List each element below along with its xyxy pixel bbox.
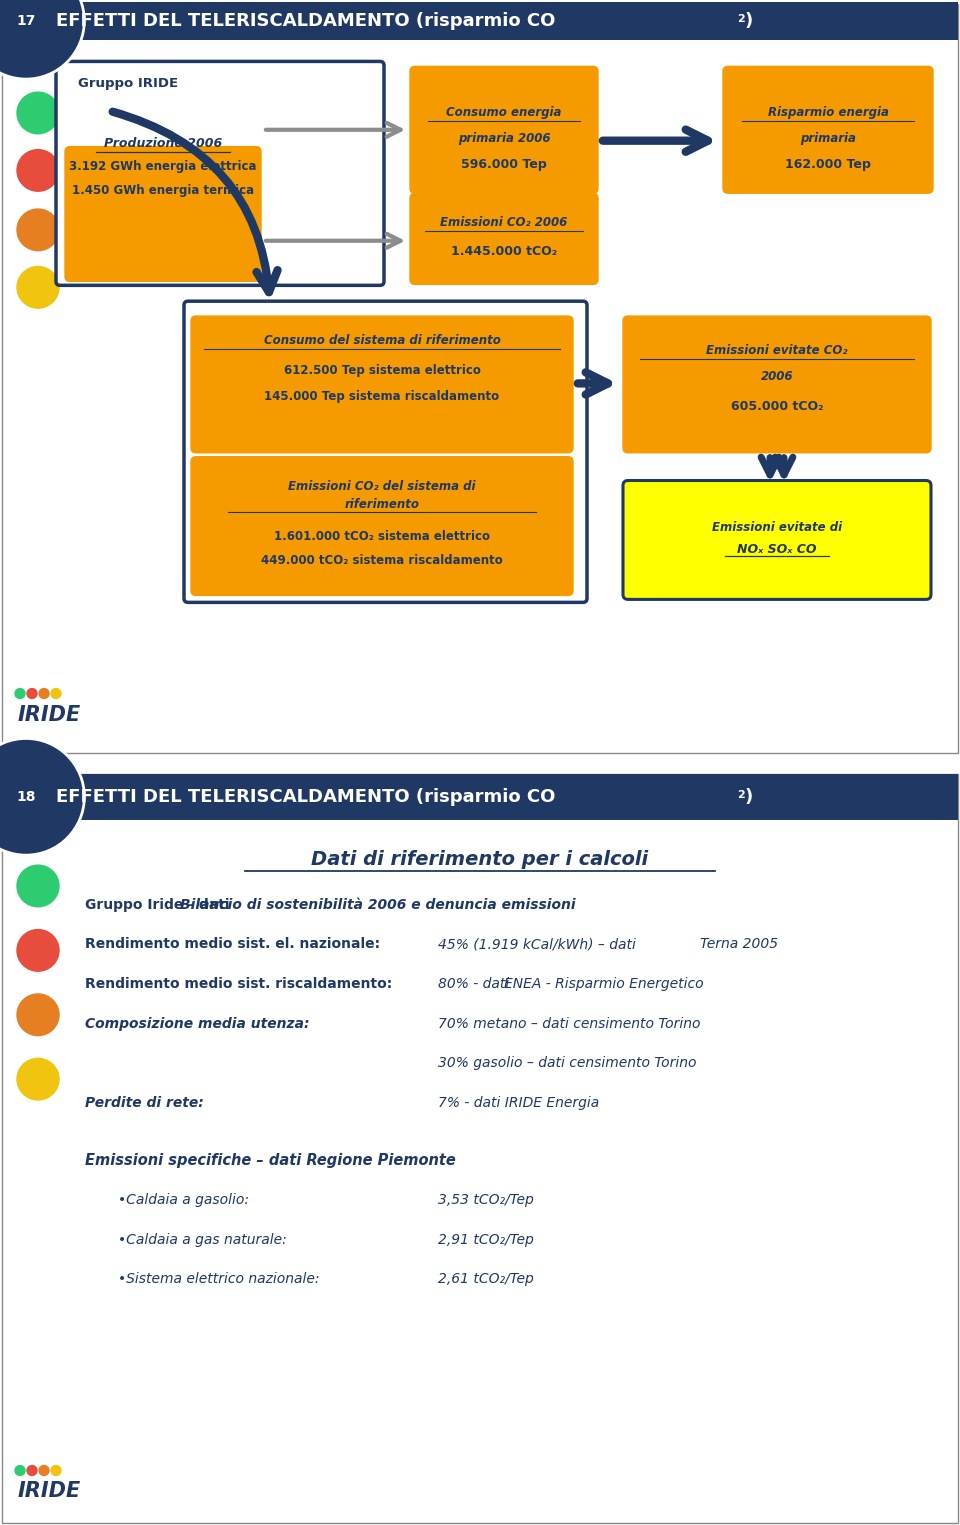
Circle shape (17, 865, 59, 907)
Circle shape (17, 994, 59, 1035)
FancyBboxPatch shape (2, 5, 958, 753)
Text: riferimento: riferimento (345, 497, 420, 511)
FancyBboxPatch shape (623, 316, 931, 453)
FancyBboxPatch shape (65, 146, 261, 282)
Text: 80% - dati: 80% - dati (438, 978, 514, 991)
Text: 2: 2 (737, 790, 745, 799)
Text: 2006: 2006 (760, 371, 793, 383)
Circle shape (17, 149, 59, 191)
Text: 449.000 tCO₂ sistema riscaldamento: 449.000 tCO₂ sistema riscaldamento (261, 554, 503, 567)
Text: 596.000 Tep: 596.000 Tep (461, 159, 547, 171)
Text: primaria: primaria (800, 133, 856, 145)
Text: 7% - dati IRIDE Energia: 7% - dati IRIDE Energia (438, 1096, 599, 1110)
Text: ): ) (744, 12, 753, 30)
Text: ENEA - Risparmio Energetico: ENEA - Risparmio Energetico (504, 978, 704, 991)
Text: 1.445.000 tCO₂: 1.445.000 tCO₂ (451, 246, 557, 258)
Text: Emissioni CO₂ del sistema di: Emissioni CO₂ del sistema di (288, 480, 476, 493)
Text: Consumo del sistema di riferimento: Consumo del sistema di riferimento (264, 334, 500, 348)
Circle shape (27, 689, 37, 698)
Circle shape (51, 1466, 61, 1476)
Text: Gruppo Iride - dati: Gruppo Iride - dati (85, 898, 234, 912)
Text: Emissioni evitate di: Emissioni evitate di (712, 520, 842, 534)
Text: 1.450 GWh energia termica: 1.450 GWh energia termica (72, 183, 254, 197)
Text: Gruppo IRIDE: Gruppo IRIDE (78, 76, 179, 90)
Text: 2,61 tCO₂/Tep: 2,61 tCO₂/Tep (438, 1272, 534, 1286)
Text: Rendimento medio sist. el. nazionale:: Rendimento medio sist. el. nazionale: (85, 938, 380, 952)
Text: 1.601.000 tCO₂ sistema elettrico: 1.601.000 tCO₂ sistema elettrico (274, 531, 490, 543)
FancyBboxPatch shape (184, 302, 587, 602)
Text: 162.000 Tep: 162.000 Tep (785, 159, 871, 171)
Text: Dati di riferimento per i calcoli: Dati di riferimento per i calcoli (311, 849, 649, 869)
FancyBboxPatch shape (2, 775, 958, 819)
Circle shape (51, 689, 61, 698)
Text: 70% metano – dati censimento Torino: 70% metano – dati censimento Torino (438, 1017, 701, 1031)
Text: 45% (1.919 kCal/kWh) – dati: 45% (1.919 kCal/kWh) – dati (438, 938, 640, 952)
Text: Bilancio di sostenibilità 2006 e denuncia emissioni: Bilancio di sostenibilità 2006 e denunci… (180, 898, 576, 912)
Text: EFFETTI DEL TELERISCALDAMENTO (risparmio CO: EFFETTI DEL TELERISCALDAMENTO (risparmio… (56, 788, 556, 805)
Text: IRIDE: IRIDE (18, 1481, 82, 1501)
Text: 612.500 Tep sistema elettrico: 612.500 Tep sistema elettrico (283, 364, 480, 377)
Text: Rendimento medio sist. riscaldamento:: Rendimento medio sist. riscaldamento: (85, 978, 393, 991)
Text: 3.192 GWh energia elettrica: 3.192 GWh energia elettrica (69, 160, 256, 172)
Circle shape (27, 1466, 37, 1476)
FancyBboxPatch shape (2, 775, 958, 1523)
Circle shape (17, 267, 59, 308)
Circle shape (15, 689, 25, 698)
Circle shape (17, 930, 59, 971)
Text: 2,91 tCO₂/Tep: 2,91 tCO₂/Tep (438, 1232, 534, 1246)
Text: •Caldaia a gas naturale:: •Caldaia a gas naturale: (118, 1232, 287, 1246)
Text: Emissioni CO₂ 2006: Emissioni CO₂ 2006 (441, 217, 567, 229)
Text: 30% gasolio – dati censimento Torino: 30% gasolio – dati censimento Torino (438, 1057, 697, 1071)
Text: 605.000 tCO₂: 605.000 tCO₂ (731, 400, 824, 413)
Text: Composizione media utenza:: Composizione media utenza: (85, 1017, 309, 1031)
Text: Emissioni evitate CO₂: Emissioni evitate CO₂ (707, 345, 848, 357)
Circle shape (39, 1466, 49, 1476)
Text: 145.000 Tep sistema riscaldamento: 145.000 Tep sistema riscaldamento (264, 390, 499, 403)
Text: EFFETTI DEL TELERISCALDAMENTO (risparmio CO: EFFETTI DEL TELERISCALDAMENTO (risparmio… (56, 12, 556, 30)
Text: •Sistema elettrico nazionale:: •Sistema elettrico nazionale: (118, 1272, 320, 1286)
Text: Produzione 2006: Produzione 2006 (104, 137, 222, 149)
Text: 17: 17 (16, 14, 36, 27)
FancyBboxPatch shape (191, 456, 573, 595)
Text: Terna 2005: Terna 2005 (700, 938, 779, 952)
Text: Emissioni specifiche – dati Regione Piemonte: Emissioni specifiche – dati Regione Piem… (85, 1153, 456, 1168)
Text: IRIDE: IRIDE (18, 706, 82, 726)
FancyBboxPatch shape (410, 194, 598, 284)
Text: 3,53 tCO₂/Tep: 3,53 tCO₂/Tep (438, 1193, 534, 1206)
FancyBboxPatch shape (623, 480, 931, 599)
FancyBboxPatch shape (410, 67, 598, 194)
Text: primaria 2006: primaria 2006 (458, 133, 550, 145)
Text: Perdite di rete:: Perdite di rete: (85, 1096, 204, 1110)
FancyBboxPatch shape (56, 61, 384, 285)
FancyBboxPatch shape (2, 2, 958, 40)
Text: NOₓ SOₓ CO: NOₓ SOₓ CO (737, 543, 817, 557)
Circle shape (17, 209, 59, 250)
Text: •Caldaia a gasolio:: •Caldaia a gasolio: (118, 1193, 249, 1206)
Text: Risparmio energia: Risparmio energia (768, 107, 888, 119)
Text: ): ) (744, 788, 753, 805)
Text: 18: 18 (16, 790, 36, 804)
FancyBboxPatch shape (191, 316, 573, 453)
FancyBboxPatch shape (723, 67, 933, 194)
Circle shape (15, 1466, 25, 1476)
Circle shape (17, 1058, 59, 1100)
Circle shape (17, 92, 59, 134)
Text: Consumo energia: Consumo energia (446, 107, 562, 119)
Text: 2: 2 (737, 14, 745, 24)
Circle shape (39, 689, 49, 698)
